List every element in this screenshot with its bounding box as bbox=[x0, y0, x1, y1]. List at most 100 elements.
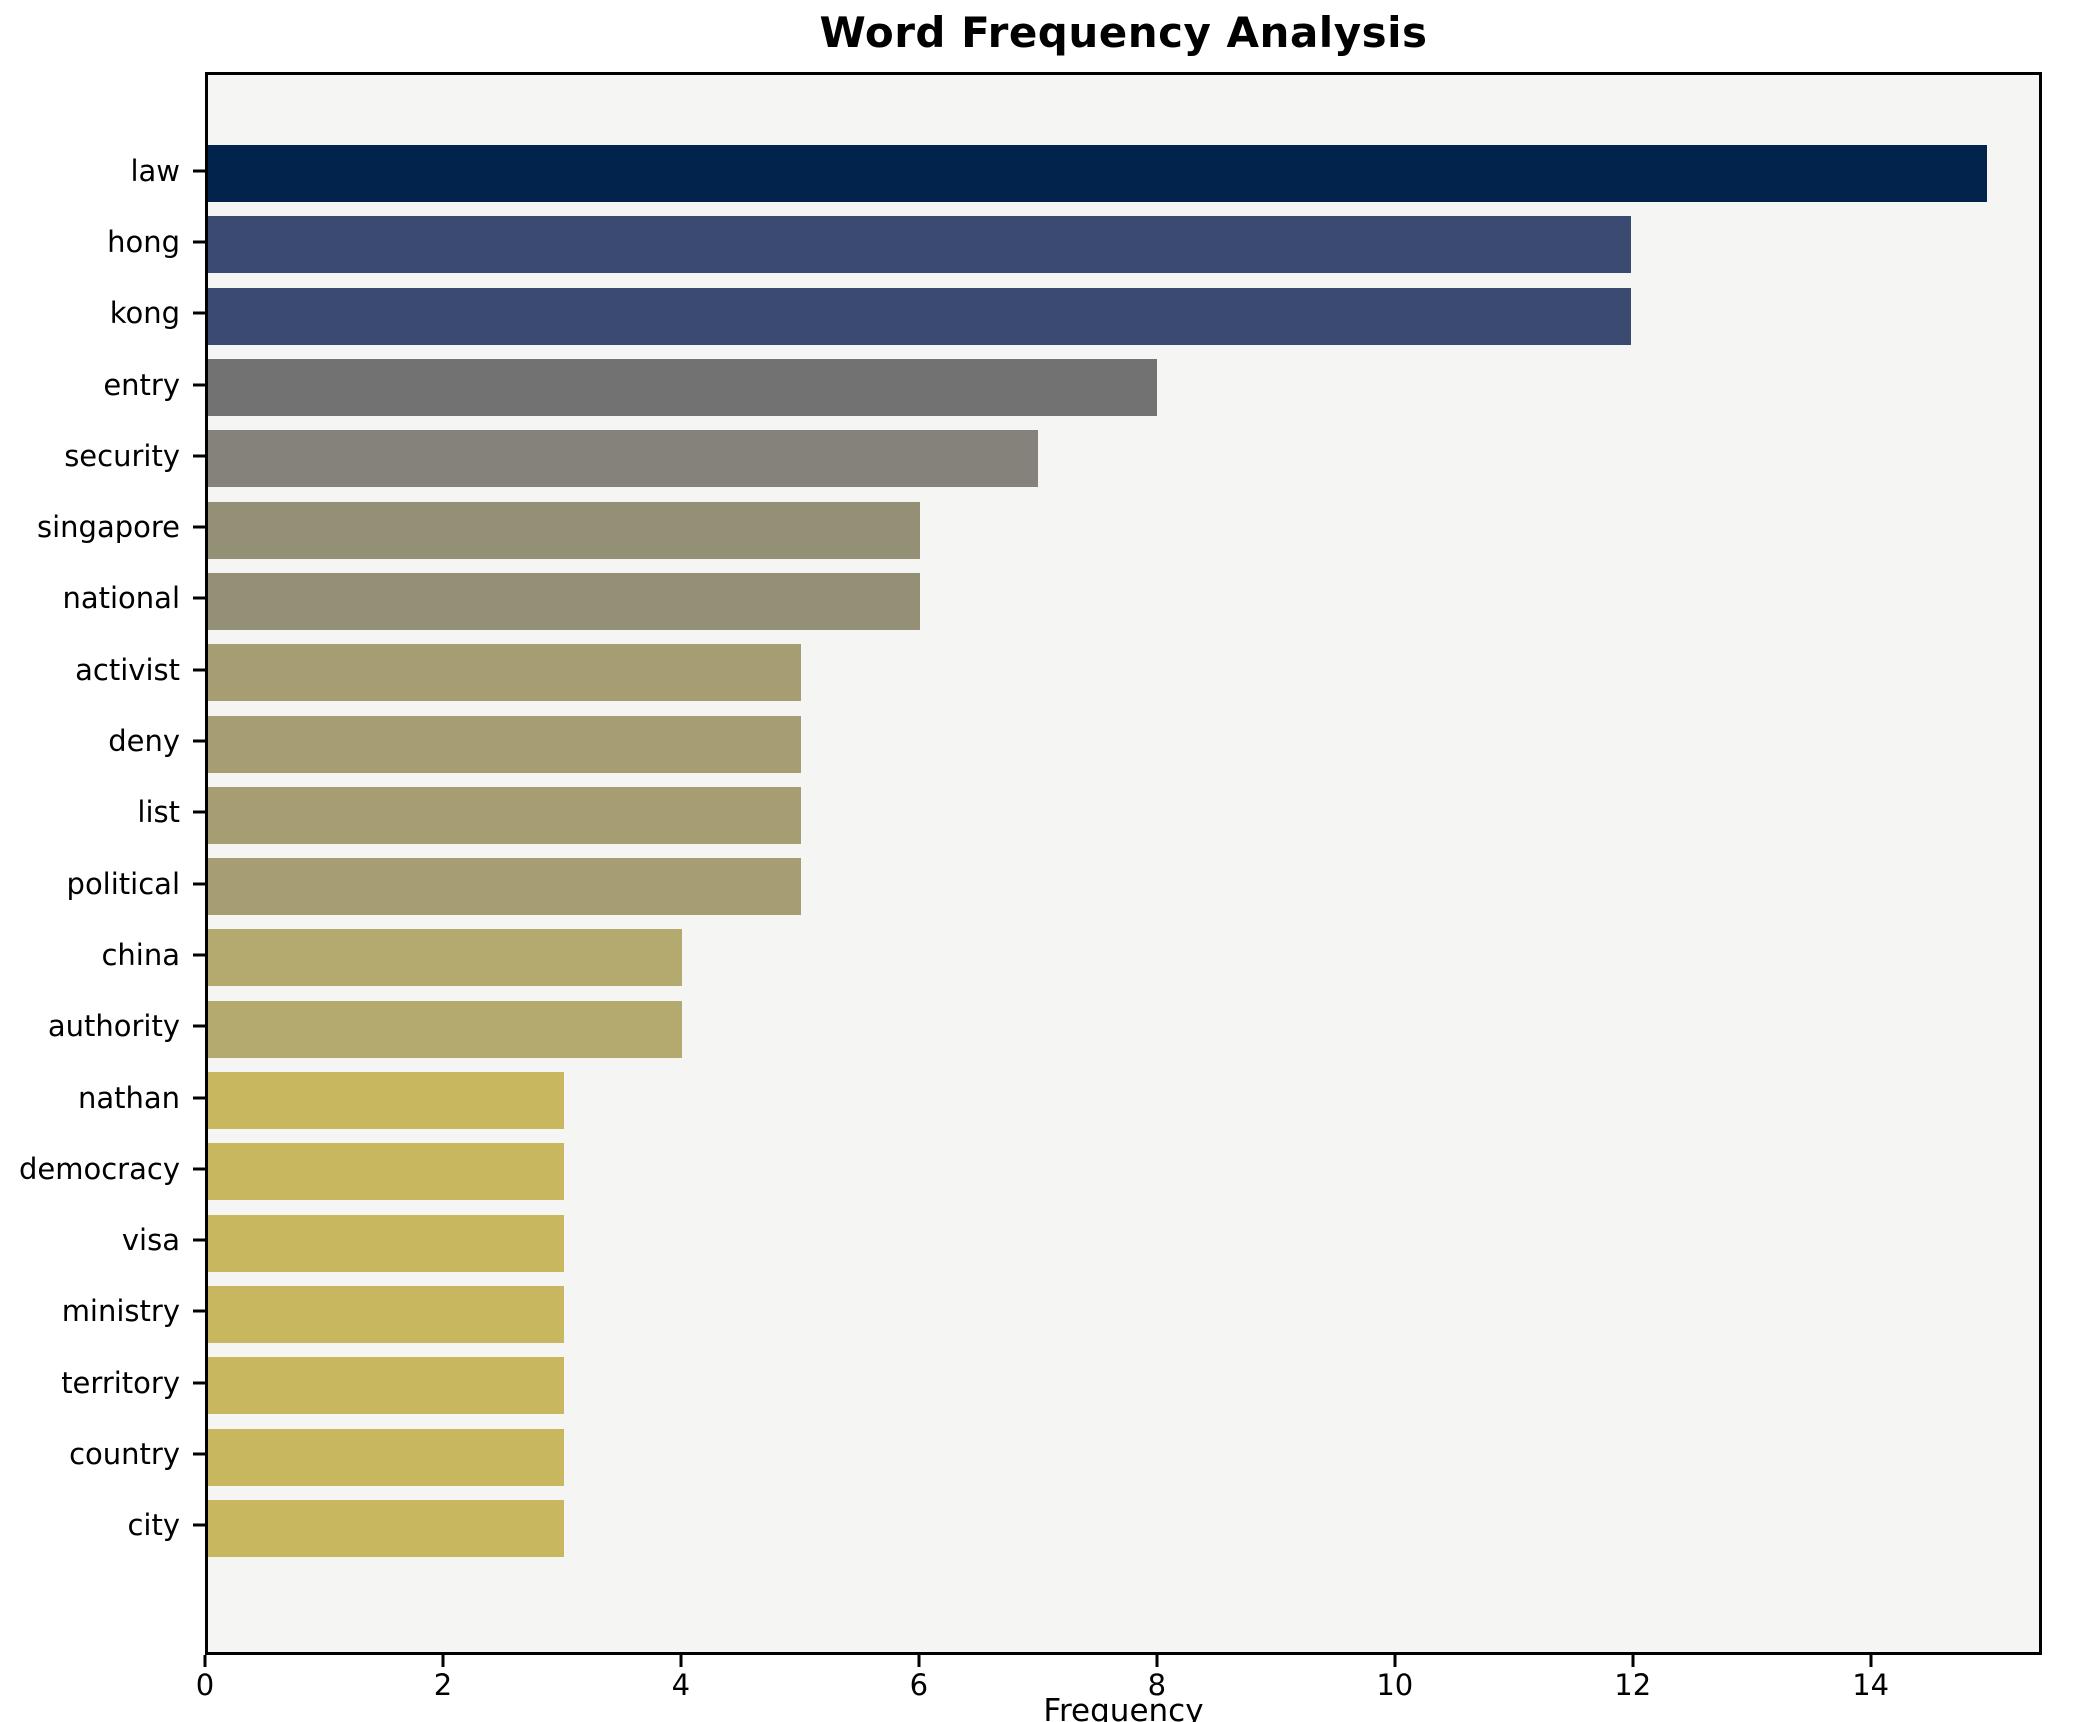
bar-city bbox=[208, 1499, 564, 1557]
y-tick-mark bbox=[193, 596, 205, 600]
x-tick-label-12: 12 bbox=[1614, 1668, 1652, 1702]
bar-hong bbox=[208, 216, 1632, 274]
y-tick-label-national: national bbox=[62, 581, 180, 616]
x-tick-mark bbox=[441, 1655, 445, 1667]
bar-singapore bbox=[208, 501, 920, 559]
bar-row-hong bbox=[208, 209, 2039, 280]
y-tick-mark bbox=[193, 882, 205, 886]
bar-deny bbox=[208, 715, 801, 773]
bar-row-security bbox=[208, 423, 2039, 494]
y-tick-mark bbox=[193, 1024, 205, 1028]
bar-row-entry bbox=[208, 352, 2039, 423]
y-tick-mark bbox=[193, 953, 205, 957]
y-tick-mark bbox=[193, 454, 205, 458]
y-tick-label-list: list bbox=[137, 795, 180, 830]
y-tick-mark bbox=[193, 810, 205, 814]
y-tick-mark bbox=[193, 311, 205, 315]
bar-row-democracy bbox=[208, 1136, 2039, 1207]
y-tick-mark bbox=[193, 525, 205, 529]
bar-entry bbox=[208, 359, 1157, 417]
bar-row-authority bbox=[208, 994, 2039, 1065]
y-tick-label-deny: deny bbox=[108, 724, 180, 759]
y-tick-mark bbox=[193, 1309, 205, 1313]
y-tick-label-entry: entry bbox=[103, 367, 180, 402]
x-tick-mark bbox=[1155, 1655, 1159, 1667]
y-tick-mark bbox=[193, 1096, 205, 1100]
y-tick-mark bbox=[193, 383, 205, 387]
plot-area bbox=[205, 72, 2042, 1655]
bar-row-ministry bbox=[208, 1279, 2039, 1350]
x-tick-mark bbox=[203, 1655, 207, 1667]
y-tick-label-china: china bbox=[101, 937, 180, 972]
y-tick-label-territory: territory bbox=[61, 1365, 180, 1400]
bar-row-territory bbox=[208, 1350, 2039, 1421]
x-tick-label-2: 2 bbox=[433, 1668, 453, 1702]
y-tick-label-kong: kong bbox=[109, 296, 180, 331]
bar-row-country bbox=[208, 1421, 2039, 1492]
bar-row-activist bbox=[208, 637, 2039, 708]
y-tick-mark bbox=[193, 1523, 205, 1527]
bar-kong bbox=[208, 287, 1632, 345]
y-tick-label-political: political bbox=[66, 866, 180, 901]
bar-row-china bbox=[208, 922, 2039, 993]
y-tick-mark bbox=[193, 1381, 205, 1385]
bar-security bbox=[208, 430, 1039, 488]
x-tick-label-8: 8 bbox=[1147, 1668, 1167, 1702]
y-tick-label-country: country bbox=[69, 1437, 180, 1472]
bar-nathan bbox=[208, 1072, 564, 1130]
bar-row-kong bbox=[208, 281, 2039, 352]
bar-law bbox=[208, 145, 1987, 203]
y-tick-mark bbox=[193, 668, 205, 672]
y-tick-mark bbox=[193, 739, 205, 743]
bar-row-singapore bbox=[208, 495, 2039, 566]
bar-row-law bbox=[208, 138, 2039, 209]
x-tick-label-4: 4 bbox=[671, 1668, 691, 1702]
y-tick-label-nathan: nathan bbox=[77, 1080, 180, 1115]
x-tick-mark bbox=[1631, 1655, 1635, 1667]
y-tick-label-law: law bbox=[130, 153, 180, 188]
bar-ministry bbox=[208, 1285, 564, 1343]
y-tick-label-democracy: democracy bbox=[19, 1151, 180, 1186]
y-tick-label-ministry: ministry bbox=[61, 1294, 180, 1329]
y-tick-label-activist: activist bbox=[75, 652, 180, 687]
x-tick-label-14: 14 bbox=[1852, 1668, 1890, 1702]
bars-container bbox=[208, 138, 2039, 1558]
x-tick-mark bbox=[917, 1655, 921, 1667]
bar-national bbox=[208, 572, 920, 630]
x-tick-mark bbox=[1869, 1655, 1873, 1667]
bar-row-city bbox=[208, 1493, 2039, 1564]
y-tick-label-city: city bbox=[127, 1508, 180, 1543]
y-tick-label-hong: hong bbox=[107, 224, 180, 259]
chart-title: Word Frequency Analysis bbox=[819, 8, 1428, 57]
bar-political bbox=[208, 858, 801, 916]
bar-democracy bbox=[208, 1143, 564, 1201]
bar-territory bbox=[208, 1357, 564, 1415]
x-tick-label-10: 10 bbox=[1376, 1668, 1414, 1702]
bar-visa bbox=[208, 1214, 564, 1272]
x-tick-label-0: 0 bbox=[195, 1668, 215, 1702]
bar-row-political bbox=[208, 851, 2039, 922]
bar-country bbox=[208, 1428, 564, 1486]
x-tick-mark bbox=[679, 1655, 683, 1667]
bar-row-national bbox=[208, 566, 2039, 637]
bar-list bbox=[208, 786, 801, 844]
y-tick-label-singapore: singapore bbox=[36, 510, 180, 545]
y-tick-label-security: security bbox=[64, 438, 180, 473]
y-tick-mark bbox=[193, 169, 205, 173]
bar-row-list bbox=[208, 780, 2039, 851]
bar-row-visa bbox=[208, 1208, 2039, 1279]
bar-row-nathan bbox=[208, 1065, 2039, 1136]
bar-activist bbox=[208, 644, 801, 702]
x-axis-title: Frequency bbox=[1043, 1693, 1204, 1722]
bar-china bbox=[208, 929, 683, 987]
y-tick-label-authority: authority bbox=[47, 1009, 180, 1044]
bar-row-deny bbox=[208, 708, 2039, 779]
y-tick-mark bbox=[193, 1238, 205, 1242]
y-tick-mark bbox=[193, 240, 205, 244]
bar-authority bbox=[208, 1000, 683, 1058]
y-tick-mark bbox=[193, 1452, 205, 1456]
y-tick-mark bbox=[193, 1167, 205, 1171]
y-tick-label-visa: visa bbox=[121, 1223, 180, 1258]
x-tick-label-6: 6 bbox=[909, 1668, 929, 1702]
